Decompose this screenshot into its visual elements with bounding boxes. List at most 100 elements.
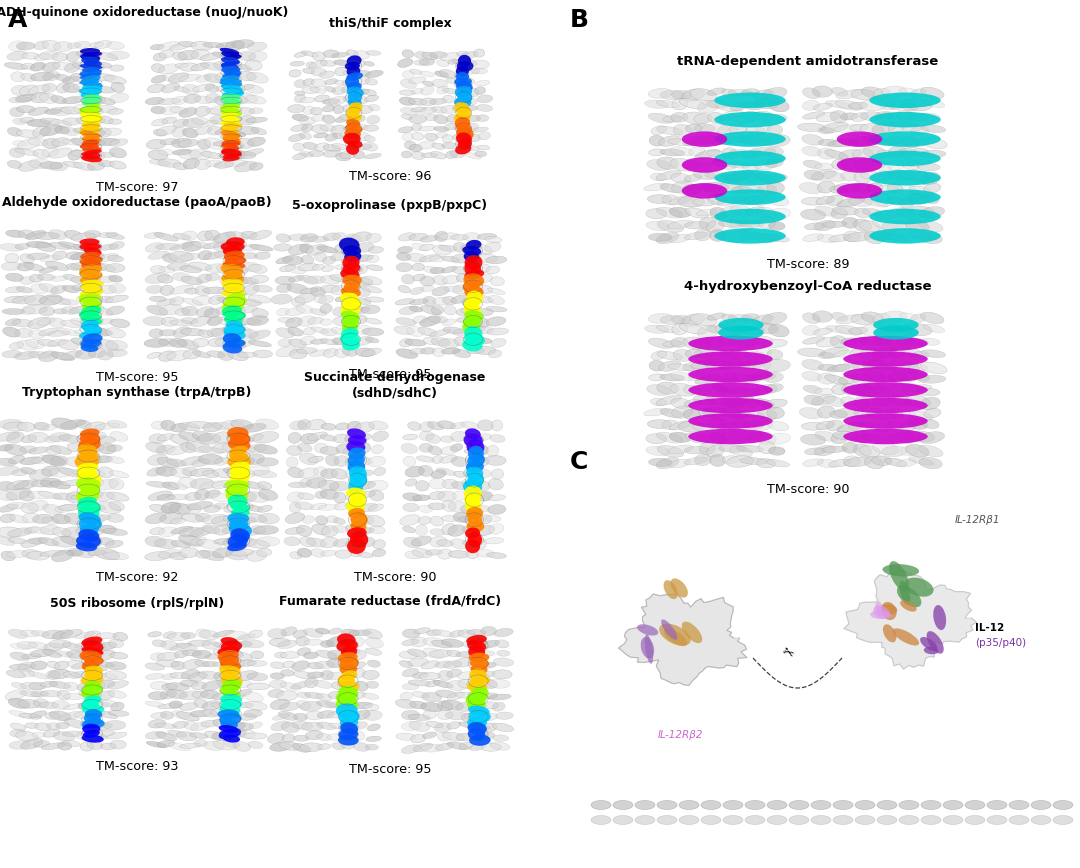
Ellipse shape — [337, 634, 355, 647]
Ellipse shape — [464, 270, 484, 279]
Ellipse shape — [57, 742, 71, 750]
Ellipse shape — [83, 640, 104, 653]
Ellipse shape — [335, 153, 351, 161]
Ellipse shape — [769, 325, 789, 337]
Ellipse shape — [447, 692, 464, 700]
Ellipse shape — [896, 433, 915, 444]
Ellipse shape — [145, 273, 170, 284]
Ellipse shape — [87, 161, 105, 170]
Ellipse shape — [888, 122, 905, 134]
Ellipse shape — [14, 480, 39, 490]
Ellipse shape — [646, 446, 670, 456]
Ellipse shape — [107, 255, 123, 261]
Ellipse shape — [221, 66, 241, 73]
Ellipse shape — [21, 63, 35, 69]
Ellipse shape — [107, 457, 124, 464]
Ellipse shape — [76, 420, 92, 429]
Ellipse shape — [419, 108, 436, 115]
Ellipse shape — [314, 444, 328, 453]
Ellipse shape — [367, 255, 379, 263]
Ellipse shape — [730, 374, 758, 382]
Ellipse shape — [171, 434, 189, 444]
Ellipse shape — [170, 43, 191, 50]
Ellipse shape — [718, 318, 764, 332]
Ellipse shape — [346, 62, 359, 69]
Ellipse shape — [38, 274, 55, 280]
Ellipse shape — [761, 88, 787, 100]
Ellipse shape — [278, 339, 292, 346]
Ellipse shape — [146, 286, 163, 293]
Ellipse shape — [832, 159, 849, 170]
Ellipse shape — [372, 445, 383, 454]
Ellipse shape — [645, 635, 653, 664]
Ellipse shape — [167, 730, 187, 737]
Ellipse shape — [367, 265, 382, 271]
Text: Fumarate reductase (frdA/frdC): Fumarate reductase (frdA/frdC) — [279, 594, 501, 607]
Ellipse shape — [837, 183, 882, 199]
Ellipse shape — [341, 629, 360, 636]
Ellipse shape — [432, 629, 454, 637]
Ellipse shape — [293, 630, 308, 638]
Ellipse shape — [325, 134, 337, 141]
Ellipse shape — [332, 143, 349, 149]
Ellipse shape — [927, 631, 944, 654]
Ellipse shape — [342, 256, 360, 269]
Ellipse shape — [966, 816, 985, 825]
Ellipse shape — [194, 740, 207, 746]
Ellipse shape — [481, 515, 491, 524]
Ellipse shape — [454, 242, 467, 252]
Ellipse shape — [207, 328, 222, 337]
Ellipse shape — [60, 107, 83, 114]
Ellipse shape — [226, 674, 242, 680]
Ellipse shape — [850, 124, 868, 131]
Ellipse shape — [436, 60, 449, 67]
Ellipse shape — [226, 631, 247, 640]
Ellipse shape — [321, 285, 340, 293]
Ellipse shape — [300, 288, 319, 293]
Ellipse shape — [268, 689, 284, 698]
Ellipse shape — [333, 307, 349, 317]
Ellipse shape — [447, 650, 461, 657]
Ellipse shape — [814, 431, 837, 441]
Ellipse shape — [457, 273, 471, 282]
Ellipse shape — [475, 346, 496, 355]
Ellipse shape — [437, 549, 453, 559]
Ellipse shape — [231, 549, 254, 556]
Ellipse shape — [219, 274, 233, 285]
Ellipse shape — [226, 95, 248, 104]
Ellipse shape — [246, 454, 265, 464]
Ellipse shape — [362, 693, 379, 700]
Ellipse shape — [730, 221, 753, 232]
Ellipse shape — [413, 495, 430, 501]
Ellipse shape — [200, 630, 219, 640]
Ellipse shape — [170, 673, 189, 679]
Ellipse shape — [901, 221, 918, 231]
Ellipse shape — [874, 89, 890, 99]
Ellipse shape — [477, 233, 497, 240]
Ellipse shape — [715, 324, 743, 337]
Ellipse shape — [698, 101, 719, 113]
Ellipse shape — [885, 458, 907, 466]
Ellipse shape — [470, 676, 490, 686]
Ellipse shape — [336, 444, 352, 453]
Ellipse shape — [753, 315, 773, 325]
Ellipse shape — [2, 308, 25, 314]
Ellipse shape — [434, 71, 448, 77]
Ellipse shape — [291, 125, 308, 131]
Ellipse shape — [359, 537, 375, 547]
Ellipse shape — [308, 432, 327, 440]
Ellipse shape — [162, 253, 178, 262]
Ellipse shape — [841, 384, 859, 395]
Ellipse shape — [94, 650, 116, 661]
Ellipse shape — [327, 733, 350, 740]
Ellipse shape — [431, 470, 446, 478]
Ellipse shape — [82, 301, 100, 312]
Ellipse shape — [180, 443, 195, 452]
Ellipse shape — [203, 709, 217, 717]
Ellipse shape — [201, 720, 218, 727]
Ellipse shape — [861, 324, 889, 336]
Ellipse shape — [167, 262, 189, 270]
Ellipse shape — [234, 671, 257, 681]
Ellipse shape — [258, 513, 280, 524]
Ellipse shape — [684, 174, 702, 181]
